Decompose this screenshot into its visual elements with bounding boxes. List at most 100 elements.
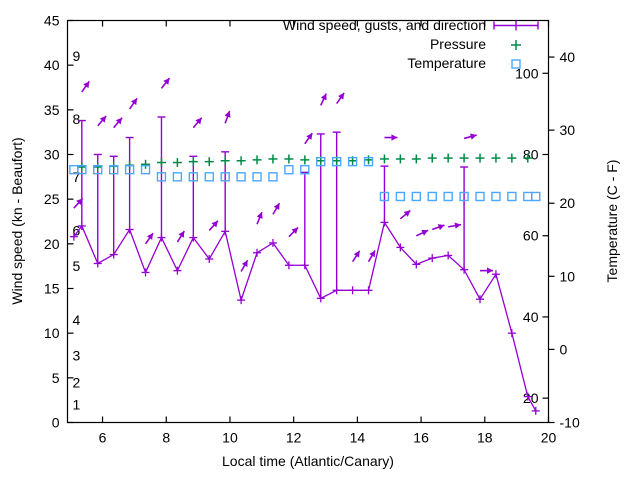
beaufort-label: 5 [73,258,81,274]
y-axis-left-ticks: 0 5 10 15 20 25 30 35 40 45 [44,13,74,431]
y-tick-label: 15 [44,281,60,297]
pressure-marker [220,156,230,166]
pressure-marker [459,153,469,163]
temperature-marker [220,172,230,182]
beaufort-label: 1 [73,397,81,413]
y-tick-label: 45 [44,13,60,29]
legend-label-wind: Wind speed, gusts, and direction [283,17,486,33]
wind-direction-arrow [399,209,411,220]
y-tick-label-celsius: 20 [560,195,576,211]
y-tick-label-celsius: 0 [560,341,568,357]
wind-direction-arrow [320,93,327,106]
pressure-marker [523,153,533,163]
y-axis-left-title: Wind speed (kn - Beaufort) [9,137,25,304]
y-tick-label: 25 [44,191,60,207]
temperature-marker [331,156,342,167]
temperature-marker [93,164,103,175]
beaufort-label: 7 [73,169,81,185]
temperature-marker [459,191,469,202]
temperature-marker [300,164,310,175]
y-tick-label-fahrenheit: 80 [523,147,539,163]
temperature-marker [443,191,453,202]
pressure-marker [204,157,214,167]
pressure-marker [379,154,389,164]
pressure-marker [141,159,151,169]
y-tick-label-celsius: 10 [560,268,576,284]
pressure-marker [443,153,453,163]
wind-direction-arrow [336,92,345,105]
temperature-marker [140,164,151,175]
wind-direction-arrow [208,220,219,231]
wind-direction-arrow [415,229,429,237]
x-tick-label: 8 [162,430,170,446]
x-axis-title: Local time (Atlantic/Canary) [222,453,394,469]
wind-direction-arrow [463,133,477,140]
wind-direction-arrow [192,117,203,129]
y-tick-label: 10 [44,325,60,341]
temperature-marker [316,156,326,167]
plot-frame [66,19,550,424]
y-tick-label-fahrenheit: 100 [515,65,539,81]
x-tick-label: 16 [413,430,429,446]
x-tick-label: 14 [350,430,366,446]
beaufort-scale-labels: 1 2 3 4 5 6 7 8 9 [73,48,81,412]
pressure-marker [300,155,310,165]
temperature-marker [204,172,214,182]
temperature-marker [347,156,358,167]
temperature-marker [252,172,262,182]
pressure-marker [236,156,246,166]
legend-label-temperature: Temperature [407,55,486,71]
pressure-marker [395,154,405,164]
y-axis-fahrenheit-ticks: 20 40 60 80 100 [515,65,549,406]
wind-direction-arrow [81,80,90,93]
temperature-marker [395,191,406,202]
temperature-marker [411,191,422,202]
wind-direction-arrows [73,77,494,274]
temperature-marker [379,191,390,202]
temperature-marker [363,156,374,167]
x-tick-label: 18 [477,430,493,446]
x-tick-label: 10 [222,430,238,446]
beaufort-label: 6 [73,222,81,238]
pressure-marker [491,153,501,163]
wind-speed-line [69,218,540,415]
wind-direction-arrow [272,202,281,215]
y-tick-label: 0 [52,415,60,431]
temperature-marker [268,172,278,182]
temperature-marker [124,164,135,175]
y-tick-label: 5 [52,370,60,386]
pressure-marker [427,153,437,163]
y-tick-label-fahrenheit: 40 [523,309,539,325]
wind-direction-arrow [431,224,445,231]
y-axis-right-title: Temperature (C - F) [604,160,620,283]
wind-direction-arrow [97,115,107,127]
wind-direction-arrow [224,110,231,124]
wind-direction-arrow [304,132,313,145]
temperature-marker [236,172,246,182]
chart-legend[interactable]: Wind speed, gusts, and direction Pressur… [283,17,539,71]
wind-direction-arrow [480,267,494,274]
temperature-points [69,156,541,202]
wind-direction-arrow [288,226,299,238]
temperature-marker [531,191,541,202]
pressure-marker [93,162,103,172]
beaufort-label: 4 [73,312,81,328]
wind-direction-arrow [176,230,185,243]
wind-direction-arrow [240,259,249,272]
y-axis-celsius-ticks: -10 0 10 20 30 40 [548,49,580,431]
y-tick-label: 35 [44,102,60,118]
y-tick-label-fahrenheit: 60 [523,228,539,244]
wind-direction-arrow [256,211,263,225]
legend-label-pressure: Pressure [430,36,486,52]
y-tick-label: 40 [44,57,60,73]
wind-direction-arrow [73,197,84,209]
wind-direction-arrow [160,77,171,89]
y-tick-label: 20 [44,236,60,252]
wind-direction-arrow [367,250,376,263]
beaufort-label: 3 [73,348,81,364]
pressure-marker [156,158,166,168]
pressure-marker [77,162,87,172]
temperature-marker [475,191,485,202]
